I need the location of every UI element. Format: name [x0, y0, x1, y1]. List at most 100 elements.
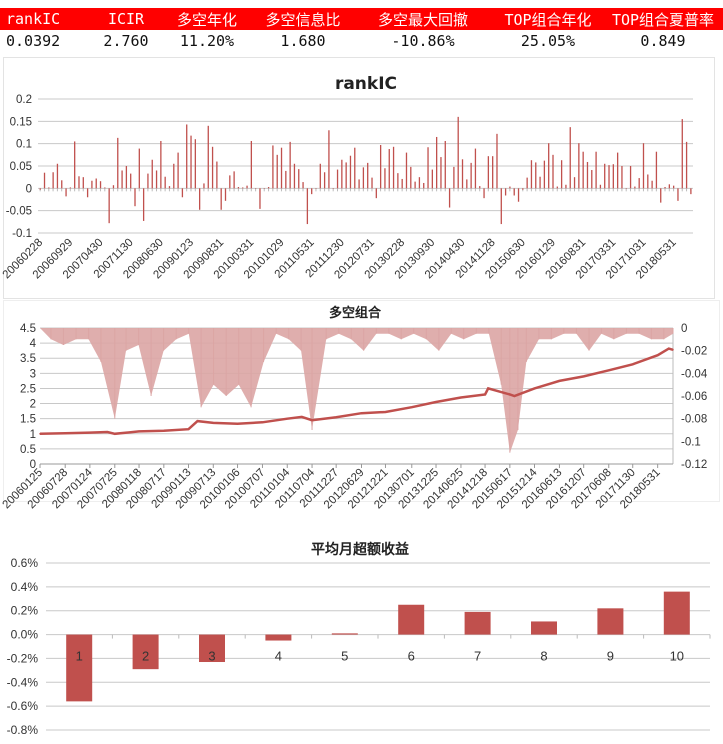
nav-point [487, 387, 490, 390]
rankic-bar [263, 188, 265, 189]
rankic-bar [319, 163, 321, 189]
header-ls-annual: 多空年化 [176, 10, 237, 29]
rankic-bar [341, 159, 343, 189]
rankic-bar [560, 160, 563, 189]
nav-point [286, 417, 289, 420]
excess-return-chart: 0.6% 0.4% 0.2% 0.0% -0.2% -0.4% -0.6% -0.8% 1 2 3 4… [7, 556, 711, 737]
nav-point [558, 380, 561, 382]
category-label: 9 [607, 649, 614, 664]
header-top-annual: TOP组合年化 [504, 10, 592, 29]
rankic-bar [246, 185, 248, 189]
nav-point [435, 401, 437, 403]
right-y-tick-label: -0.08 [681, 414, 707, 426]
nav-point [607, 369, 610, 372]
rankic-bar [306, 188, 309, 225]
category-label: 10 [670, 649, 684, 664]
rankic-bar [147, 173, 149, 189]
nav-point [113, 432, 116, 435]
rankic-bar [48, 187, 50, 189]
right-y-tick-label: -0.06 [681, 391, 707, 403]
rankic-bar [504, 188, 507, 196]
rankic-bar [198, 188, 201, 210]
rankic-bar [125, 166, 128, 189]
rankic-bar [52, 172, 54, 189]
header-top-sharpe: TOP组合夏普率 [611, 10, 715, 29]
value-top-sharpe: 0.849 [640, 32, 686, 50]
left-y-tick-label: 4 [30, 338, 37, 350]
excess-return-bar [597, 608, 624, 635]
longshort-chart: 4.5 4 3.5 3 2.5 2 1.5 1 0.5 0 0 -0.02 -0.04 -0.06 -0.0… [0, 323, 707, 511]
rankic-bar [397, 173, 399, 189]
rankic-bar [388, 149, 390, 189]
value-icir: 2.760 [103, 32, 149, 50]
rankic-bar [427, 147, 429, 189]
y-tick-label: -0.05 [6, 206, 32, 218]
rankic-bar [651, 180, 653, 189]
nav-point [460, 396, 462, 399]
category-label: 5 [341, 649, 348, 664]
nav-line [39, 347, 674, 436]
excess-return-bar [265, 634, 292, 641]
rankic-bar [108, 188, 110, 224]
nav-point [656, 354, 659, 357]
rankic-bar [556, 186, 558, 189]
category-label: 2 [142, 649, 149, 664]
rankic-chart: 0.20.150.10.050-0.05-0.12006022820060929… [1, 94, 693, 281]
y-tick-label: -0.4% [7, 675, 39, 689]
value-rankic: 0.0392 [6, 32, 61, 50]
nav-point [236, 423, 239, 425]
rankic-bar [78, 176, 80, 189]
rankic-bar [39, 188, 41, 190]
rankic-bar [367, 162, 369, 189]
nav-point [533, 387, 536, 390]
y-tick-label: 0.2 [16, 94, 32, 106]
rankic-bar [272, 145, 274, 189]
rankic-bar [130, 173, 132, 189]
rankic-bar [164, 176, 166, 189]
rankic-bar [414, 181, 416, 189]
rankic-bar [384, 168, 386, 189]
rankic-bar [496, 133, 498, 189]
nav-point [196, 420, 199, 422]
y-tick-label: -0.1 [12, 228, 32, 240]
rankic-bar [99, 181, 102, 189]
rankic-bar [616, 152, 619, 189]
rankic-bar [448, 188, 451, 208]
rankic-bar [668, 184, 670, 189]
left-y-tick-label: 0 [30, 459, 36, 471]
rankic-bar [95, 178, 97, 189]
nav-point [667, 347, 670, 350]
header-icir: ICIR [107, 10, 145, 28]
rankic-bar [311, 188, 313, 195]
nav-point [187, 428, 190, 431]
rankic-bar [224, 188, 227, 201]
nav-point [509, 393, 511, 396]
rankic-bar [582, 151, 584, 189]
nav-point [163, 429, 165, 432]
y-tick-label: 0 [26, 183, 32, 195]
y-tick-label: 0.1 [16, 139, 32, 151]
rankic-bar [629, 166, 632, 189]
rankic-bar [479, 186, 481, 189]
rankic-bar [685, 141, 688, 189]
stats-table: rankIC ICIR 多空年化 多空信息比 多空最大回撤 TOP组合年化 TO… [0, 8, 723, 52]
rankic-bar [91, 180, 93, 189]
category-label: 7 [474, 649, 481, 664]
rankic-bar [660, 188, 662, 203]
rankic-bar [267, 186, 270, 189]
rankic-bar [177, 152, 179, 189]
rankic-bar [444, 140, 446, 189]
rankic-bar [500, 188, 502, 225]
rankic-bar [285, 170, 287, 189]
nav-point [360, 412, 363, 415]
right-y-tick-label: -0.02 [681, 346, 707, 358]
rankic-bar [418, 177, 421, 189]
rankic-bar [354, 147, 356, 189]
rankic-bar [440, 157, 442, 189]
excess-return-bar [663, 591, 690, 635]
nav-point [311, 419, 313, 421]
nav-point [261, 421, 264, 424]
y-tick-label: 0.05 [10, 161, 32, 173]
rankic-bar [349, 155, 352, 189]
excess-return-chart-title: 平均月超额收益 [311, 541, 409, 558]
